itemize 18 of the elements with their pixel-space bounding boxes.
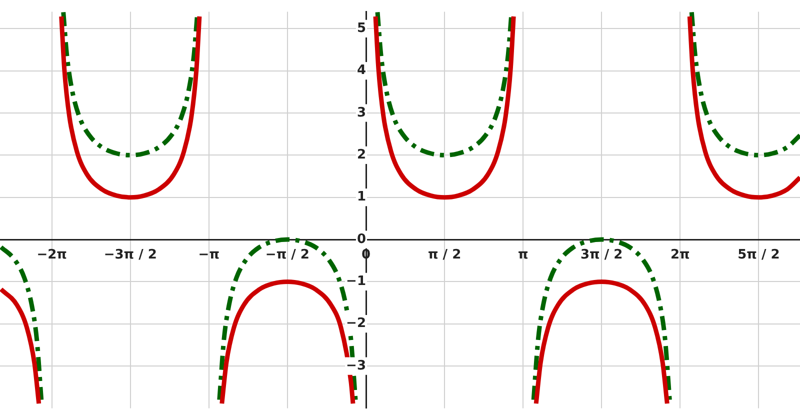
y-tick-label: −3 xyxy=(346,358,366,374)
x-tick-label: 2π xyxy=(670,248,690,263)
y-tick-label: 0 xyxy=(356,232,366,247)
y-tick-label: −2 xyxy=(346,316,366,332)
x-tick-label: π / 2 xyxy=(428,248,462,263)
y-tick-label: 3 xyxy=(356,105,366,120)
y-tick-label: 4 xyxy=(356,63,366,78)
x-tick-label: −π / 2 xyxy=(265,248,310,263)
y-tick-label: −1 xyxy=(346,274,366,290)
x-tick-label: 3π / 2 xyxy=(580,248,623,263)
x-tick-label: 5π / 2 xyxy=(738,248,780,263)
y-tick-label: 5 xyxy=(356,21,366,36)
x-tick-label: −π xyxy=(198,248,220,263)
y-tick-label: 1 xyxy=(356,190,366,205)
x-tick-label: −3π / 2 xyxy=(104,248,157,263)
x-tick-label: π xyxy=(518,248,528,263)
y-tick-label: 2 xyxy=(356,148,366,163)
x-tick-label: −2π xyxy=(36,248,67,263)
